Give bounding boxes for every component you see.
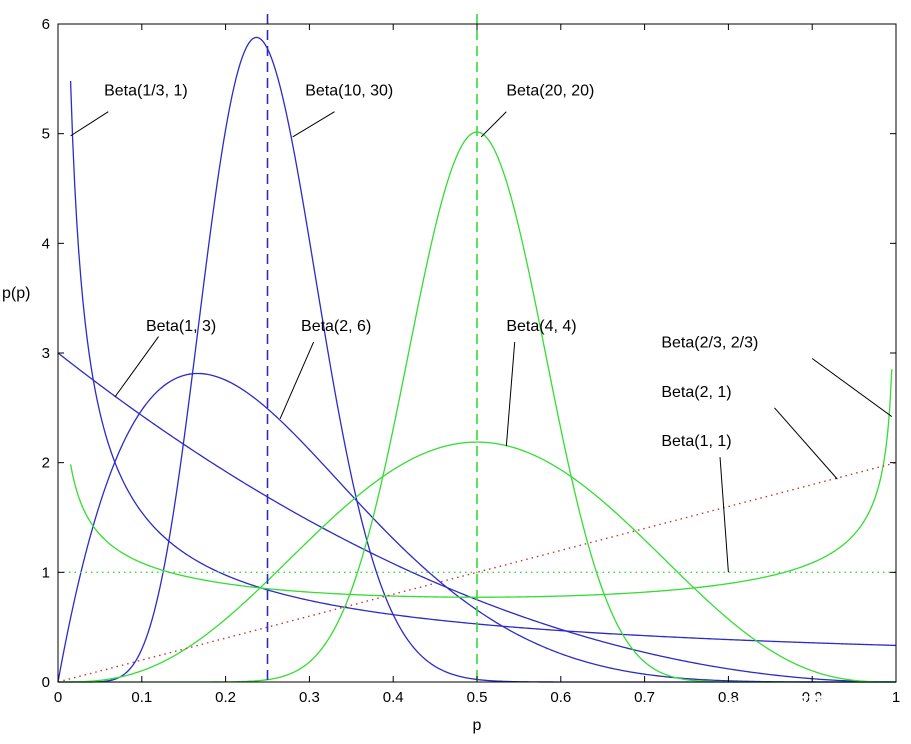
x-tick-label-3: 0.3: [299, 689, 320, 706]
annotation-label-8: Beta(1, 1): [661, 433, 731, 450]
series-line-5: [58, 441, 896, 683]
y-tick-label-0: 0: [42, 674, 50, 691]
annotation-label-1: Beta(10, 30): [305, 82, 393, 99]
annotation-label-6: Beta(2/3, 2/3): [661, 335, 758, 352]
series-line-6: [69, 369, 893, 598]
y-tick-label-1: 1: [42, 564, 50, 581]
annotation-leader-6: [811, 358, 893, 418]
annotation-leader-0: [70, 111, 109, 137]
x-tick-label-5: 0.5: [467, 689, 488, 706]
annotation-label-0: Beta(1/3, 1): [104, 82, 188, 99]
annotation-leader-1: [292, 111, 335, 138]
x-tick-label-7: 0.7: [634, 689, 655, 706]
x-tick-label-8: 0.8: [718, 689, 739, 706]
x-tick-label-0: 0: [54, 689, 62, 706]
y-tick-label-4: 4: [42, 235, 50, 252]
series-line-0: [69, 80, 897, 647]
annotation-label-7: Beta(2, 1): [661, 384, 731, 401]
y-axis-title: p(p): [2, 285, 30, 302]
annotation-leader-5: [505, 341, 516, 447]
annotation-label-4: Beta(2, 6): [301, 318, 371, 335]
x-tick-label-2: 0.2: [215, 689, 236, 706]
y-tick-label-3: 3: [42, 345, 50, 362]
annotation-leader-2: [480, 111, 507, 138]
annotation-leader-3: [114, 336, 159, 398]
x-tick-label-4: 0.4: [383, 689, 404, 706]
annotation-label-3: Beta(1, 3): [146, 318, 216, 335]
watermark: 知乎 @阔阔阔落: [668, 694, 831, 720]
y-tick-label-2: 2: [42, 455, 50, 472]
annotation-leader-4: [279, 341, 315, 420]
y-tick-label-5: 5: [42, 126, 50, 143]
x-tick-label-1: 0.1: [131, 689, 152, 706]
x-tick-label-10: 1: [892, 689, 900, 706]
x-axis-title: p: [473, 717, 482, 734]
x-tick-label-6: 0.6: [550, 689, 571, 706]
annotation-label-5: Beta(4, 4): [506, 318, 576, 335]
annotation-leader-8: [719, 457, 729, 573]
annotation-label-2: Beta(20, 20): [506, 82, 594, 99]
series-line-8: [57, 461, 897, 683]
annotation-leader-7: [774, 407, 838, 480]
x-tick-label-9: 0.9: [802, 689, 823, 706]
y-tick-label-6: 6: [42, 16, 50, 33]
